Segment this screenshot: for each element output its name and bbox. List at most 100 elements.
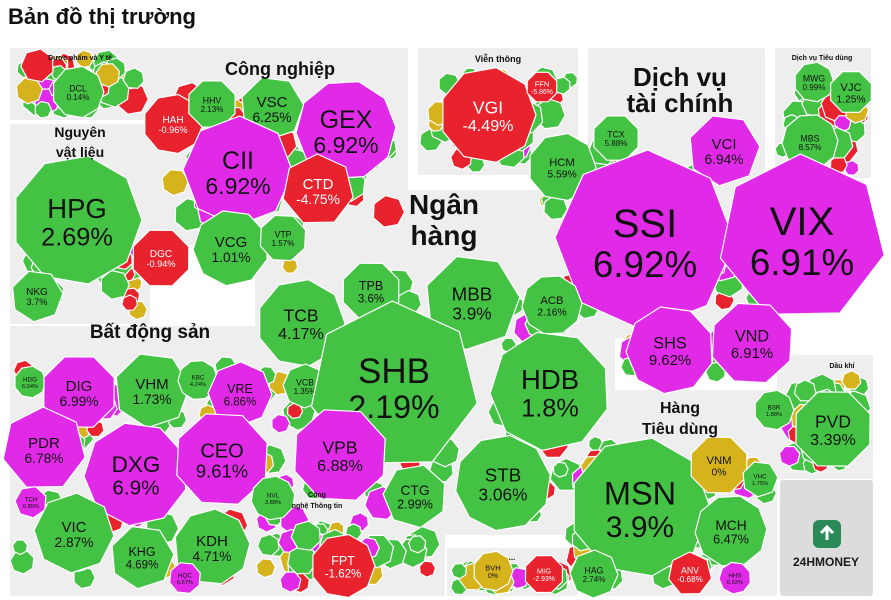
stock-cell-vcg[interactable] bbox=[192, 210, 268, 287]
minor-stock-cell[interactable] bbox=[34, 100, 53, 119]
stock-ticker-shs: SHS bbox=[653, 335, 687, 353]
stock-cell-vnm[interactable] bbox=[690, 436, 748, 494]
stock-cell-vjc[interactable] bbox=[829, 70, 873, 114]
stock-cell-cii[interactable] bbox=[182, 115, 294, 227]
stock-cell-tch[interactable] bbox=[14, 485, 47, 519]
stock-cell-anv[interactable] bbox=[668, 551, 713, 595]
minor-stock-cell[interactable] bbox=[15, 77, 44, 105]
stock-cell-hpg[interactable] bbox=[15, 155, 143, 285]
stock-cell-shs[interactable] bbox=[625, 306, 713, 395]
stock-cell-tcx[interactable] bbox=[593, 115, 639, 161]
stock-cell-vgi[interactable] bbox=[442, 67, 537, 163]
brand-watermark: 24HMONEY bbox=[780, 480, 873, 596]
stock-ticker-kdh: KDH bbox=[196, 533, 228, 550]
stock-ticker-tpb: TPB bbox=[359, 279, 383, 293]
stock-ticker-vsc: VSC bbox=[257, 94, 288, 111]
minor-stock-cell[interactable] bbox=[286, 402, 304, 420]
minor-stock-cell[interactable] bbox=[552, 461, 569, 478]
stock-change-vjc: 1.25% bbox=[836, 94, 865, 105]
stock-change-ctg: 2.99% bbox=[397, 498, 433, 512]
minor-stock-cell[interactable] bbox=[290, 520, 321, 551]
stock-cell-ssi[interactable] bbox=[554, 149, 736, 331]
minor-stock-cell[interactable] bbox=[843, 159, 860, 176]
minor-stock-cell[interactable] bbox=[11, 539, 29, 556]
stock-cell-hdb[interactable] bbox=[489, 331, 608, 452]
stock-ticker-vix: VIX bbox=[770, 200, 834, 244]
stock-ticker-mch: MCH bbox=[715, 518, 746, 533]
stock-cell-vci[interactable] bbox=[689, 115, 761, 187]
stock-change-bsr: 1.88% bbox=[766, 412, 782, 418]
stock-cell-fpt[interactable] bbox=[312, 533, 376, 599]
minor-stock-cell[interactable] bbox=[279, 571, 302, 593]
minor-stock-cell[interactable] bbox=[418, 560, 437, 578]
stock-change-tcx: 5.88% bbox=[605, 139, 628, 148]
minor-stock-cell[interactable] bbox=[552, 76, 571, 95]
stock-change-vic: 2.87% bbox=[54, 535, 93, 550]
stock-ticker-acb: ACB bbox=[540, 295, 563, 307]
stock-cell-acb[interactable] bbox=[521, 275, 583, 335]
stock-cell-vpb[interactable] bbox=[294, 409, 386, 501]
stock-cell-vix[interactable] bbox=[719, 153, 885, 316]
minor-stock-cell[interactable] bbox=[122, 67, 145, 90]
stock-change-vnd: 6.91% bbox=[731, 345, 773, 362]
minor-stock-cell[interactable] bbox=[543, 195, 569, 221]
stock-cell-khg[interactable] bbox=[111, 525, 175, 590]
minor-stock-cell[interactable] bbox=[271, 413, 291, 434]
stock-cell-dcl[interactable] bbox=[52, 65, 105, 119]
stock-cell-mch[interactable] bbox=[694, 495, 768, 567]
stock-cell-ceo[interactable] bbox=[176, 413, 268, 505]
stock-change-nkg: 3.7% bbox=[27, 297, 48, 307]
stock-cell-vhc[interactable] bbox=[742, 461, 779, 498]
stock-cell-dgc[interactable] bbox=[132, 229, 190, 287]
stock-cell-pvd[interactable] bbox=[795, 391, 871, 467]
minor-stock-cell[interactable] bbox=[121, 294, 139, 311]
minor-stock-cell[interactable] bbox=[20, 48, 54, 83]
minor-stock-cell[interactable] bbox=[450, 562, 467, 580]
minor-stock-cell[interactable] bbox=[256, 533, 280, 557]
sector-label-dich-vu-tieu-dung: Dịch vụ Tiêu dùng bbox=[792, 55, 853, 62]
stock-cell-ctg[interactable] bbox=[382, 464, 446, 529]
stock-cell-dig[interactable] bbox=[43, 356, 115, 428]
stock-cell-dxg[interactable] bbox=[83, 422, 187, 527]
stock-ticker-mbb: MBB bbox=[452, 284, 493, 305]
sector-label-nguyen-vat-lieu: Nguyên bbox=[54, 124, 105, 140]
stock-cell-hdg[interactable] bbox=[14, 365, 47, 399]
stock-cell-nvl[interactable] bbox=[250, 475, 296, 521]
sector-label-other: ... bbox=[509, 553, 516, 562]
stock-cell-hqc[interactable] bbox=[169, 562, 201, 594]
stock-cell-vtp[interactable] bbox=[259, 214, 307, 262]
minor-stock-cell[interactable] bbox=[100, 269, 131, 300]
stock-ticker-khg: KHG bbox=[128, 545, 155, 559]
stock-cell-vre[interactable] bbox=[207, 361, 273, 427]
minor-stock-cell[interactable] bbox=[9, 549, 35, 575]
stock-cell-pdr[interactable] bbox=[2, 406, 86, 488]
minor-stock-cell[interactable] bbox=[407, 535, 427, 554]
stock-ticker-fpt: FPT bbox=[331, 554, 355, 568]
stock-cell-hhs[interactable] bbox=[718, 561, 751, 595]
stock-ticker-hpg: HPG bbox=[47, 193, 107, 224]
stock-cell-mig[interactable] bbox=[524, 554, 564, 594]
stock-cell-vic[interactable] bbox=[33, 492, 115, 574]
stock-ticker-ctd: CTD bbox=[303, 176, 334, 193]
minor-stock-cell[interactable] bbox=[778, 445, 801, 467]
stock-ticker-vjc: VJC bbox=[840, 82, 861, 94]
stock-cell-bvh[interactable] bbox=[473, 550, 514, 592]
minor-stock-cell[interactable] bbox=[255, 558, 277, 579]
stock-cell-nkg[interactable] bbox=[11, 270, 64, 323]
stock-ticker-ssi: SSI bbox=[613, 202, 677, 246]
stock-cell-vnd[interactable] bbox=[711, 302, 793, 384]
stock-change-dcl: 0.14% bbox=[67, 93, 90, 102]
minor-stock-cell[interactable] bbox=[372, 194, 406, 228]
stock-cell-mwg[interactable] bbox=[794, 61, 835, 103]
stock-cell-bsr[interactable] bbox=[754, 389, 795, 431]
minor-stock-cell[interactable] bbox=[75, 49, 95, 69]
stock-cell-ffn[interactable] bbox=[526, 71, 558, 103]
stock-cell-ctd[interactable] bbox=[282, 153, 354, 224]
stock-ticker-bvh: BVH bbox=[485, 563, 500, 572]
minor-stock-cell[interactable] bbox=[841, 370, 862, 390]
stock-cell-hag[interactable] bbox=[569, 549, 619, 599]
stock-change-mwg: 0.99% bbox=[803, 83, 826, 92]
stock-ticker-stb: STB bbox=[485, 465, 521, 486]
stock-cell-stb[interactable] bbox=[455, 434, 551, 532]
